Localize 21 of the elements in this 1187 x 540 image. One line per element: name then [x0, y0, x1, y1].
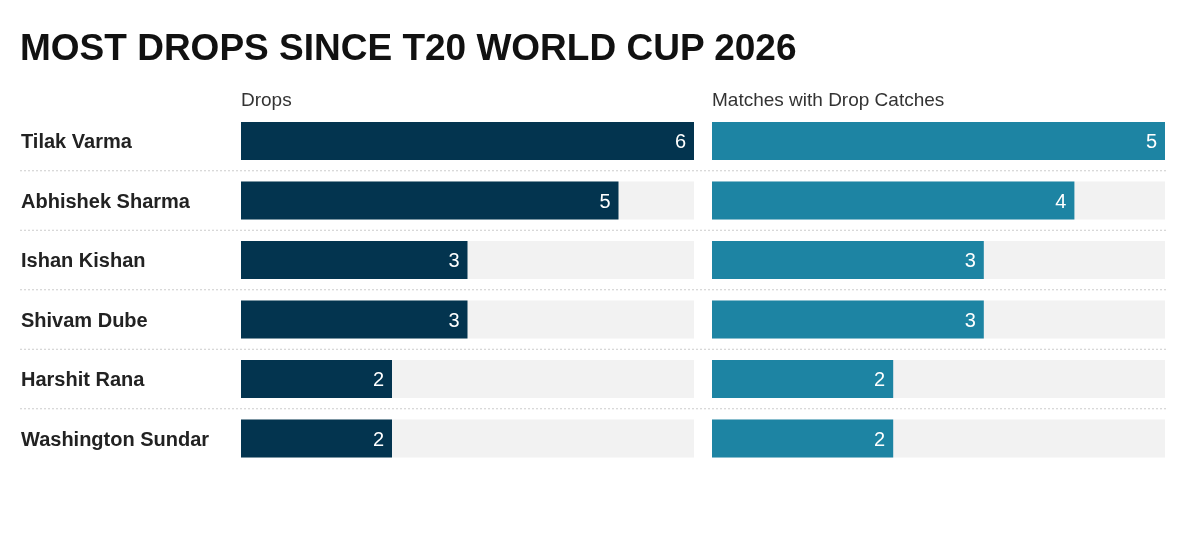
series-label: Matches with Drop Catches: [712, 89, 945, 110]
data-label: 6: [674, 130, 686, 152]
data-label: 4: [1055, 189, 1067, 212]
data-label: 5: [1145, 130, 1157, 152]
data-label: 5: [599, 189, 611, 212]
data-label: 3: [964, 308, 976, 331]
chart-title: MOST DROPS SINCE T20 WORLD CUP 2026: [20, 27, 797, 68]
y-tick-label: Ishan Kishan: [21, 249, 146, 271]
data-label: 3: [964, 249, 976, 271]
y-tick-label: Shivam Dube: [21, 308, 148, 331]
y-tick-label: Harshit Rana: [21, 368, 146, 390]
series-label: Drops: [241, 89, 292, 110]
y-tick-label: Washington Sundar: [21, 427, 210, 450]
data-label: 3: [448, 249, 460, 271]
data-label: 2: [874, 427, 886, 450]
y-tick-label: Abhishek Sharma: [21, 189, 191, 212]
data-label: 2: [874, 368, 886, 390]
data-label: 2: [372, 368, 384, 390]
data-label: 3: [448, 308, 460, 331]
y-tick-label: Tilak Varma: [21, 130, 133, 152]
data-label: 2: [372, 427, 384, 450]
